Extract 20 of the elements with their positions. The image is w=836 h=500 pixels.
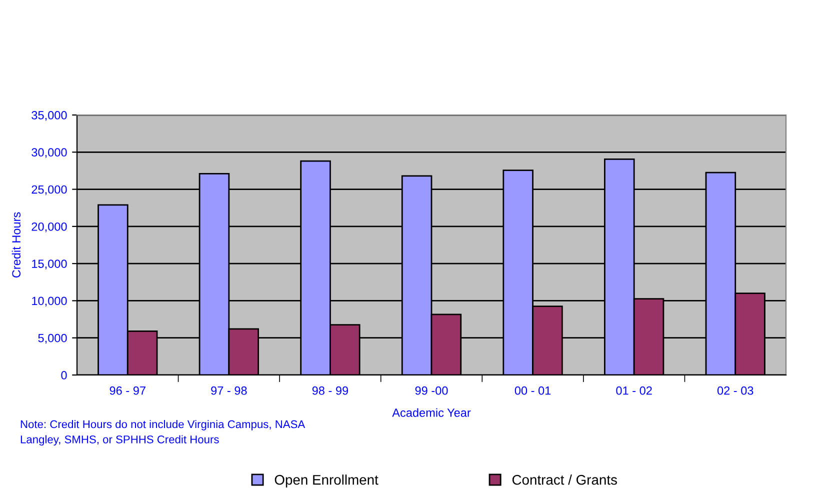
x-tick-label: 96 - 97 xyxy=(110,386,146,395)
y-tick-label: 10,000 xyxy=(32,296,67,307)
text: Note: Credit Hours do not include Virginia Campus, NASA Langley, SMHS, or SPHHS Credit Hours xyxy=(20,420,306,446)
x-tick-label: 97 - 98 xyxy=(211,386,247,395)
y-axis-title: Credit Hours xyxy=(12,212,21,278)
x-tick-label: 98 - 99 xyxy=(312,386,348,395)
y-tick-label: 15,000 xyxy=(32,260,67,270)
y-tick-label: 5,000 xyxy=(38,334,67,344)
x-tick-label: 99 -00 xyxy=(415,386,448,395)
y-tick-label: 20,000 xyxy=(32,222,67,232)
x-tick-label: 00 - 01 xyxy=(514,386,551,395)
x-tick-label: 01 - 02 xyxy=(616,386,652,395)
x-axis-title: Academic Year xyxy=(392,408,471,417)
y-tick-label: 0 xyxy=(61,371,67,380)
x-tick-label: 02 - 03 xyxy=(717,386,754,395)
y-tick-label: 25,000 xyxy=(32,185,67,196)
legend-label: Contract / Grants xyxy=(512,474,617,485)
y-tick-label: 35,000 xyxy=(32,111,67,121)
legend-label: Open Enrollment xyxy=(274,474,378,488)
y-tick-label: 30,000 xyxy=(32,148,67,158)
